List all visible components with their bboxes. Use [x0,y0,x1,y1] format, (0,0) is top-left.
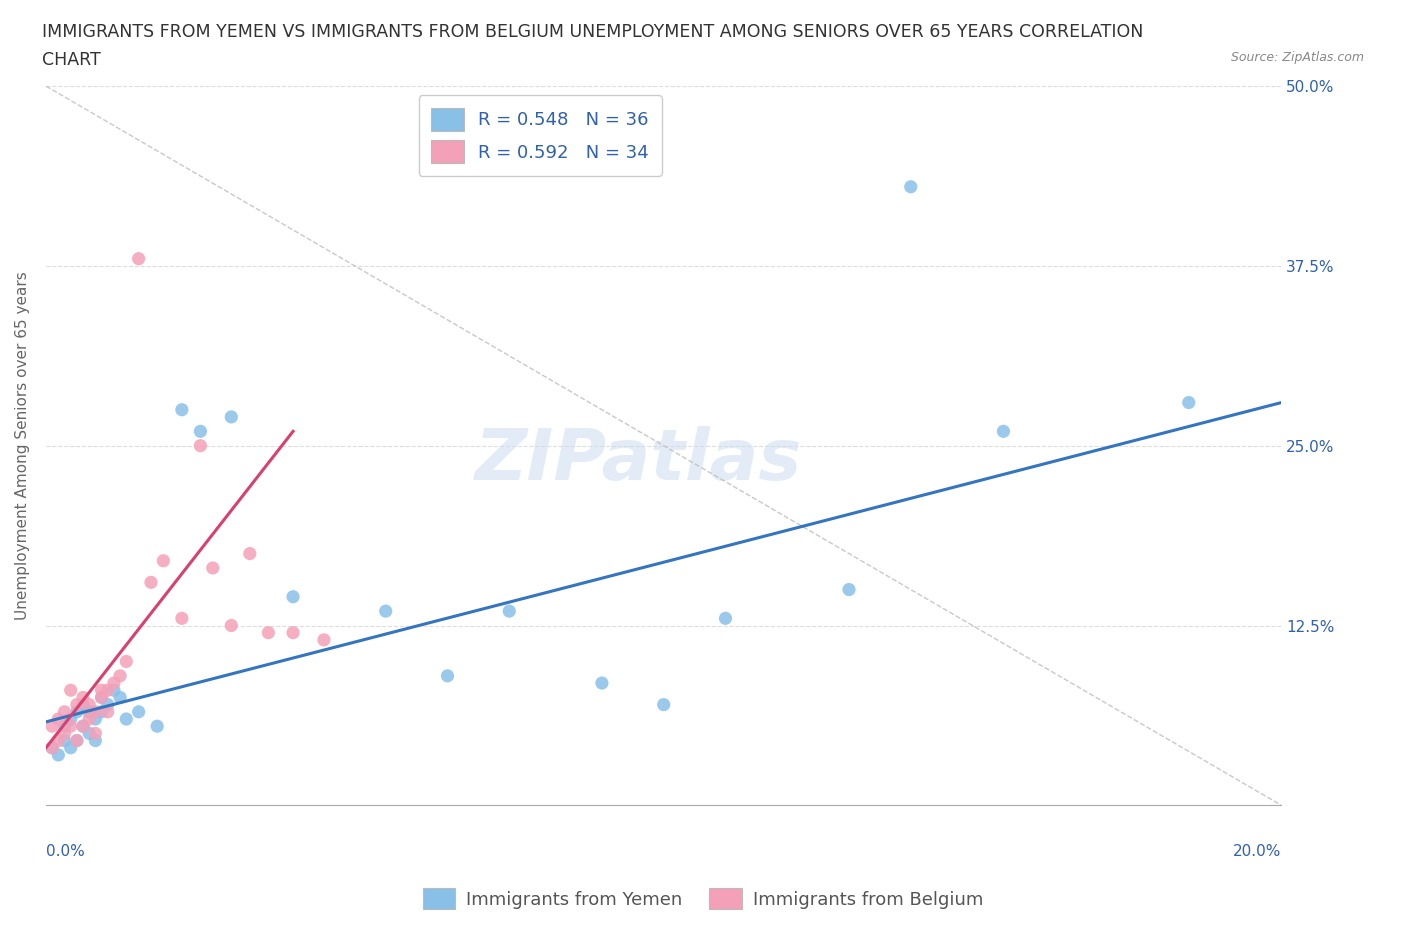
Point [108,690,131,705]
Point [128,251,150,266]
Text: ZIPatlas: ZIPatlas [475,426,803,495]
Point [53,719,76,734]
Point [72,690,94,705]
Point [59,719,82,734]
Point [190,438,212,453]
Point [59,711,82,726]
Point [115,654,138,669]
Point [84,733,107,748]
Point [374,604,396,618]
Point [312,632,335,647]
Legend: R = 0.548   N = 36, R = 0.592   N = 34: R = 0.548 N = 36, R = 0.592 N = 34 [419,95,662,176]
Point [108,669,131,684]
Point [128,704,150,719]
Point [281,590,304,604]
Legend: Immigrants from Yemen, Immigrants from Belgium: Immigrants from Yemen, Immigrants from B… [416,881,990,916]
Point [90,690,112,705]
Point [59,683,82,698]
Point [714,611,737,626]
Point [77,726,100,741]
Point [281,625,304,640]
Point [72,698,94,712]
Point [41,719,63,734]
Point [152,553,174,568]
Point [436,669,458,684]
Point [46,748,69,763]
Point [59,740,82,755]
Point [84,711,107,726]
Point [993,424,1015,439]
Point [66,733,89,748]
Point [170,611,193,626]
Point [219,618,242,633]
Y-axis label: Unemployment Among Seniors over 65 years: Unemployment Among Seniors over 65 years [15,272,30,620]
Point [97,704,120,719]
Point [170,403,193,418]
Point [190,424,212,439]
Point [90,704,112,719]
Point [239,546,262,561]
Point [72,719,94,734]
Point [77,711,100,726]
Point [498,604,520,618]
Point [838,582,860,597]
Point [41,740,63,755]
Point [72,719,94,734]
Point [115,711,138,726]
Point [257,625,280,640]
Point [900,179,922,194]
Point [90,690,112,705]
Point [46,733,69,748]
Point [84,726,107,741]
Point [77,704,100,719]
Point [41,740,63,755]
Point [103,683,125,698]
Text: 20.0%: 20.0% [1233,844,1281,859]
Point [652,698,675,712]
Point [103,675,125,690]
Point [591,675,613,690]
Point [97,698,120,712]
Point [84,704,107,719]
Point [46,711,69,726]
Point [201,561,224,576]
Text: IMMIGRANTS FROM YEMEN VS IMMIGRANTS FROM BELGIUM UNEMPLOYMENT AMONG SENIORS OVER: IMMIGRANTS FROM YEMEN VS IMMIGRANTS FROM… [42,23,1143,41]
Point [53,704,76,719]
Point [53,726,76,741]
Point [1177,395,1199,410]
Point [139,575,162,590]
Point [90,683,112,698]
Point [53,733,76,748]
Point [77,698,100,712]
Text: CHART: CHART [42,51,101,69]
Text: Source: ZipAtlas.com: Source: ZipAtlas.com [1230,51,1364,64]
Point [66,704,89,719]
Text: 0.0%: 0.0% [46,844,84,859]
Point [66,698,89,712]
Point [146,719,169,734]
Point [97,683,120,698]
Point [219,409,242,424]
Point [66,733,89,748]
